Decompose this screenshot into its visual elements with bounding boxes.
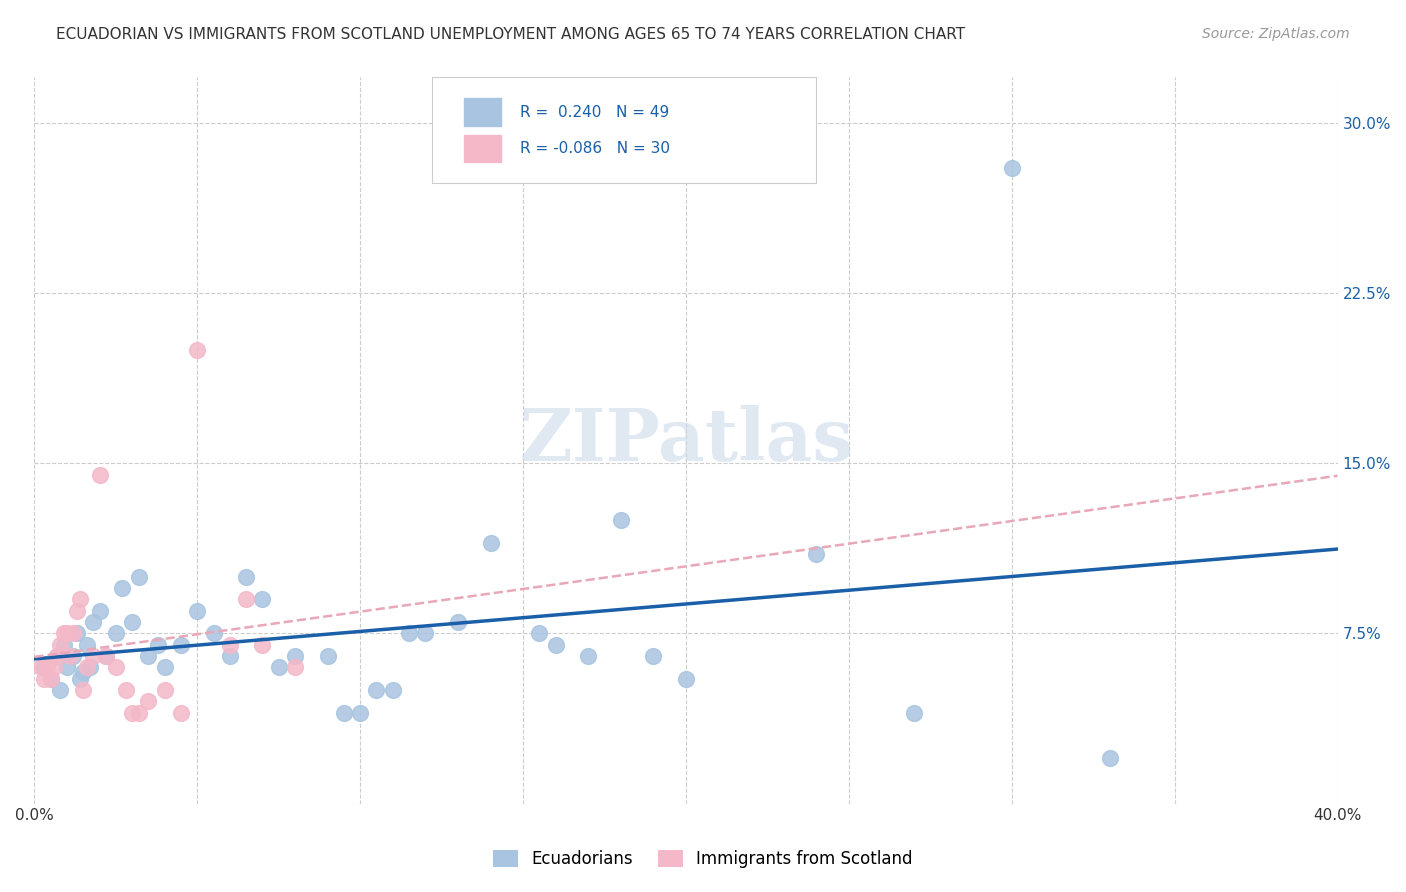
Point xyxy=(66,626,89,640)
Point xyxy=(69,592,91,607)
Point xyxy=(121,615,143,629)
Point xyxy=(252,592,274,607)
Point xyxy=(69,672,91,686)
Point xyxy=(153,660,176,674)
Point xyxy=(82,615,104,629)
Point xyxy=(37,660,59,674)
Point xyxy=(39,672,62,686)
Point xyxy=(148,638,170,652)
Point xyxy=(284,649,307,664)
Point xyxy=(316,649,339,664)
Point xyxy=(333,706,356,720)
Point xyxy=(32,672,55,686)
Point xyxy=(49,683,72,698)
Text: R = -0.086   N = 30: R = -0.086 N = 30 xyxy=(520,141,671,156)
Point xyxy=(79,660,101,674)
Point xyxy=(52,626,75,640)
Point xyxy=(72,665,94,679)
Point xyxy=(1098,751,1121,765)
Point xyxy=(128,706,150,720)
Point xyxy=(349,706,371,720)
Point xyxy=(76,660,98,674)
Point xyxy=(903,706,925,720)
Point xyxy=(576,649,599,664)
Point xyxy=(153,683,176,698)
Point xyxy=(447,615,470,629)
Point xyxy=(114,683,136,698)
Point xyxy=(104,660,127,674)
Point xyxy=(32,660,55,674)
Point xyxy=(806,547,828,561)
Point xyxy=(235,570,257,584)
Point xyxy=(62,649,84,664)
Point xyxy=(479,535,502,549)
Bar xyxy=(464,98,501,126)
Text: Source: ZipAtlas.com: Source: ZipAtlas.com xyxy=(1202,27,1350,41)
Point xyxy=(46,649,69,664)
Point xyxy=(94,649,117,664)
Point xyxy=(42,660,65,674)
Point xyxy=(218,638,240,652)
Point xyxy=(398,626,420,640)
Point xyxy=(381,683,404,698)
Point xyxy=(111,581,134,595)
Point xyxy=(138,649,160,664)
Point xyxy=(284,660,307,674)
Point xyxy=(104,626,127,640)
Point xyxy=(52,638,75,652)
Point xyxy=(529,626,551,640)
Point xyxy=(202,626,225,640)
Point xyxy=(49,638,72,652)
Point xyxy=(415,626,437,640)
Point xyxy=(128,570,150,584)
Point xyxy=(1001,161,1024,176)
Point xyxy=(94,649,117,664)
Bar xyxy=(464,135,501,162)
Point xyxy=(89,467,111,482)
Point xyxy=(30,660,52,674)
Point xyxy=(643,649,665,664)
Point xyxy=(59,649,82,664)
Point xyxy=(366,683,388,698)
Point xyxy=(267,660,290,674)
Point xyxy=(138,694,160,708)
Point xyxy=(186,604,208,618)
Text: R =  0.240   N = 49: R = 0.240 N = 49 xyxy=(520,104,669,120)
Point xyxy=(121,706,143,720)
Point xyxy=(66,604,89,618)
Point xyxy=(170,638,193,652)
Point xyxy=(218,649,240,664)
Text: ECUADORIAN VS IMMIGRANTS FROM SCOTLAND UNEMPLOYMENT AMONG AGES 65 TO 74 YEARS CO: ECUADORIAN VS IMMIGRANTS FROM SCOTLAND U… xyxy=(56,27,966,42)
Legend: Ecuadorians, Immigrants from Scotland: Ecuadorians, Immigrants from Scotland xyxy=(486,843,920,875)
FancyBboxPatch shape xyxy=(432,78,817,183)
Point xyxy=(610,513,633,527)
Point xyxy=(252,638,274,652)
Point xyxy=(46,649,69,664)
Point xyxy=(72,683,94,698)
Point xyxy=(56,626,79,640)
Point xyxy=(675,672,697,686)
Point xyxy=(62,626,84,640)
Point xyxy=(170,706,193,720)
Point xyxy=(76,638,98,652)
Point xyxy=(56,660,79,674)
Point xyxy=(39,672,62,686)
Point xyxy=(235,592,257,607)
Point xyxy=(544,638,567,652)
Point xyxy=(89,604,111,618)
Point xyxy=(186,343,208,357)
Text: ZIPatlas: ZIPatlas xyxy=(519,405,853,476)
Point xyxy=(82,649,104,664)
